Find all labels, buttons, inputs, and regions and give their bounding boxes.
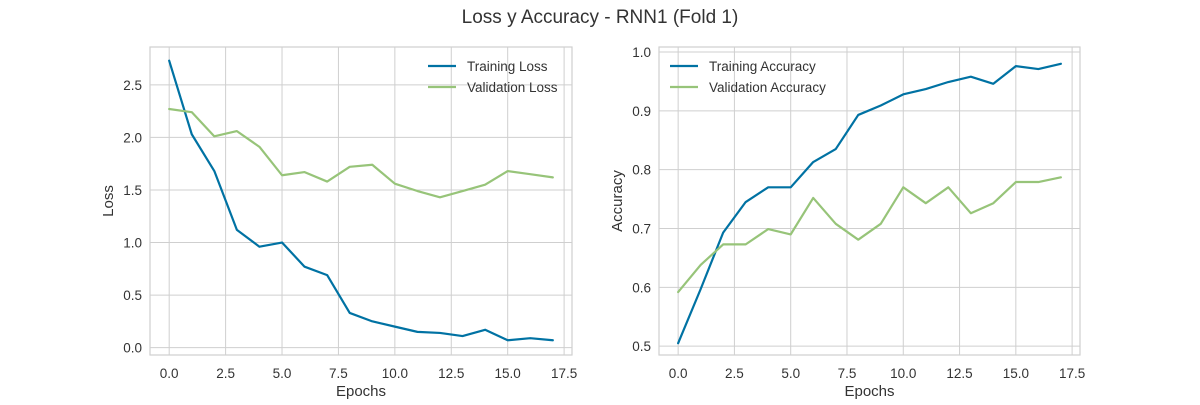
loss-x-tick-label: 0.0 <box>160 366 179 381</box>
accuracy-y-tick-label: 0.9 <box>632 104 651 119</box>
accuracy-y-tick-label: 0.6 <box>632 280 651 295</box>
accuracy-axes-frame <box>658 46 1081 356</box>
loss-x-tick-label: 5.0 <box>273 366 292 381</box>
loss-panel: 0.0 2.5 5.0 7.5 10.0 12.5 15.0 17.5 0.0 0.5 1.0 1.5… <box>100 46 577 400</box>
accuracy-x-tick-label: 10.0 <box>890 366 916 381</box>
accuracy-y-axis-label: Accuracy <box>609 170 626 232</box>
loss-x-tick-label: 10.0 <box>382 366 408 381</box>
accuracy-x-tick-label: 15.0 <box>1003 366 1029 381</box>
accuracy-x-tick-label: 12.5 <box>946 366 972 381</box>
loss-x-tick-label: 12.5 <box>438 366 464 381</box>
loss-x-tick-label: 15.0 <box>495 366 521 381</box>
accuracy-panel: 0.0 2.5 5.0 7.5 10.0 12.5 15.0 17.5 0.5 0.6 0.7 0.8… <box>609 45 1085 400</box>
validation-accuracy-line <box>677 176 1062 294</box>
loss-x-tick-label: 17.5 <box>551 366 577 381</box>
accuracy-y-tick-label: 1.0 <box>632 45 651 60</box>
loss-x-tick-label: 7.5 <box>329 366 348 381</box>
loss-x-axis-label: Epochs <box>336 383 386 400</box>
accuracy-x-axis-label: Epochs <box>844 383 894 400</box>
loss-y-tick-label: 0.0 <box>123 341 142 356</box>
accuracy-x-tick-label: 17.5 <box>1059 366 1085 381</box>
training-loss-line <box>168 59 554 342</box>
training-accuracy-legend-label: Training Accuracy <box>709 59 816 74</box>
accuracy-x-tick-label: 7.5 <box>838 366 857 381</box>
loss-y-tick-label: 0.5 <box>123 288 142 303</box>
figure-title: Loss y Accuracy - RNN1 (Fold 1) <box>462 7 739 28</box>
training-loss-legend-label: Training Loss <box>467 59 548 74</box>
loss-y-tick-label: 2.0 <box>123 130 142 145</box>
loss-axes-frame <box>149 46 573 356</box>
loss-y-tick-label: 1.5 <box>123 183 142 198</box>
accuracy-y-tick-label: 0.7 <box>632 222 651 237</box>
loss-y-tick-label: 1.0 <box>123 236 142 251</box>
validation-loss-legend-label: Validation Loss <box>467 80 558 95</box>
accuracy-y-tick-label: 0.5 <box>632 339 651 354</box>
accuracy-x-tick-label: 0.0 <box>669 366 688 381</box>
loss-x-tick-label: 2.5 <box>216 366 235 381</box>
loss-y-axis-label: Loss <box>100 185 117 217</box>
accuracy-y-tick-label: 0.8 <box>632 163 651 178</box>
validation-loss-line <box>168 107 554 199</box>
accuracy-x-tick-label: 2.5 <box>725 366 744 381</box>
loss-y-tick-label: 2.5 <box>123 78 142 93</box>
training-accuracy-line <box>677 62 1062 345</box>
validation-accuracy-legend-label: Validation Accuracy <box>709 80 826 95</box>
accuracy-x-tick-label: 5.0 <box>781 366 800 381</box>
